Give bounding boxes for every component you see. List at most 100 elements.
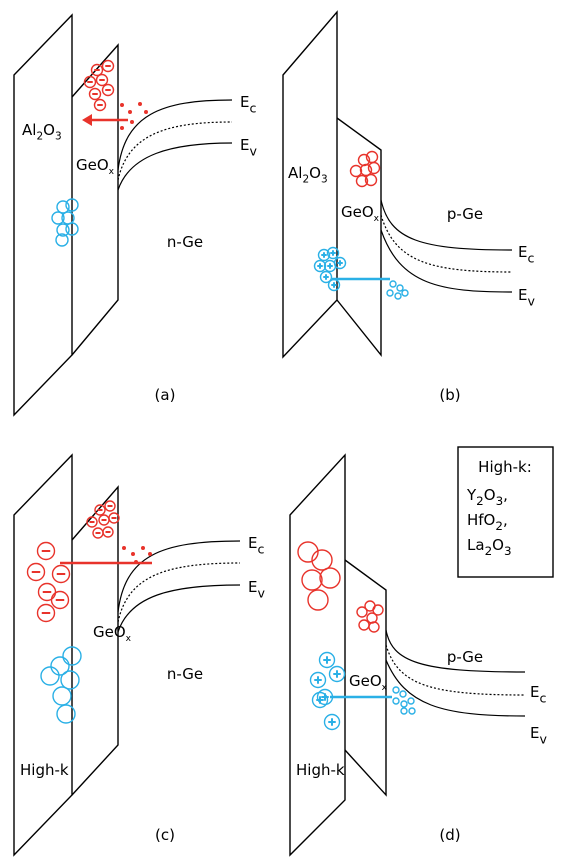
substrate-label: p-Ge xyxy=(447,205,483,223)
valence-label-part: v xyxy=(249,143,257,158)
valence-label: Ev xyxy=(530,724,547,746)
dielectric-label: Al2O3 xyxy=(22,121,62,143)
dielectric-label-part: O xyxy=(43,121,55,139)
valence-label: Ev xyxy=(518,286,535,308)
dielectric-label-part: 2 xyxy=(302,174,309,186)
dielectric-label-part: 3 xyxy=(55,131,62,143)
substrate-label: n-Ge xyxy=(167,233,203,251)
legend-item-part: O xyxy=(492,536,504,554)
valence-label-part: E xyxy=(518,286,527,304)
interlayer-slab xyxy=(72,487,118,795)
charge xyxy=(357,607,367,617)
charge xyxy=(320,568,340,588)
trap-dot xyxy=(120,126,124,130)
fermi-level xyxy=(118,563,240,622)
charge xyxy=(408,698,414,704)
dielectric-label-part: 2 xyxy=(36,131,43,143)
trap-dot xyxy=(138,102,142,106)
interlayer-label-part: GeO xyxy=(349,672,382,690)
legend-item-part: O xyxy=(484,486,496,504)
diagram: Al2O3GeOxEcEvn-Ge(a)Al2O3GeOxEcEvp-Ge(b)… xyxy=(0,0,567,859)
conduction-label: Ec xyxy=(530,683,546,705)
interlayer-label: GeOx xyxy=(93,623,132,644)
charge xyxy=(57,201,69,213)
conduction-label-part: E xyxy=(248,534,257,552)
legend-item-part: , xyxy=(503,511,508,529)
charge xyxy=(402,290,408,296)
dielectric-slab xyxy=(283,12,337,357)
charge xyxy=(401,701,407,707)
trap-dot xyxy=(120,103,124,107)
charge xyxy=(369,622,379,632)
legend-item: HfO2, xyxy=(467,511,508,533)
trap-dot xyxy=(148,552,152,556)
legend-item-part: 2 xyxy=(476,494,484,508)
legend-item-part: 2 xyxy=(495,519,503,533)
valence-label: Ev xyxy=(248,578,265,600)
conduction-label-part: c xyxy=(249,100,256,115)
interlayer-label: GeOx xyxy=(76,156,115,177)
interlayer-label-part: x xyxy=(126,634,132,644)
charge xyxy=(351,166,362,177)
charge xyxy=(369,163,380,174)
panel-label: (b) xyxy=(439,386,460,404)
charge xyxy=(361,165,372,176)
legend-title: High-k: xyxy=(478,458,532,476)
valence-label-part: E xyxy=(240,136,249,154)
charge xyxy=(393,698,399,704)
legend-item-part: , xyxy=(503,486,508,504)
conduction-label-part: E xyxy=(240,93,249,111)
dielectric-label: High-k xyxy=(296,761,345,779)
charge xyxy=(387,290,393,296)
charge xyxy=(308,590,328,610)
interlayer-label-part: GeO xyxy=(341,203,374,221)
charge xyxy=(41,667,59,685)
conduction-label-part: E xyxy=(530,683,539,701)
charge xyxy=(397,285,403,291)
dielectric-label-part: High-k xyxy=(296,761,345,779)
substrate-label: n-Ge xyxy=(167,665,203,683)
interlayer-slab xyxy=(72,45,118,355)
legend-item-part: 2 xyxy=(485,544,493,558)
arrow-head xyxy=(82,114,92,126)
charge xyxy=(61,671,79,689)
conduction-band xyxy=(118,100,232,170)
trap-dot xyxy=(128,110,132,114)
trap-dot xyxy=(131,552,135,556)
conduction-label-part: c xyxy=(539,690,546,705)
charge xyxy=(401,708,407,714)
dielectric-label: Al2O3 xyxy=(288,164,328,186)
legend-item: La2O3 xyxy=(467,536,512,558)
interlayer-label: GeOx xyxy=(341,203,380,224)
conduction-label: Ec xyxy=(518,243,534,265)
panel-label: (c) xyxy=(155,826,175,844)
charge xyxy=(359,620,369,630)
interlayer-label-part: GeO xyxy=(93,623,126,641)
charge xyxy=(400,691,406,697)
interlayer-label-part: x xyxy=(382,683,388,693)
dielectric-label-part: Al xyxy=(22,121,36,139)
legend-item-part: 3 xyxy=(496,494,504,508)
charge xyxy=(395,293,401,299)
panel-label: (a) xyxy=(155,386,176,404)
charge xyxy=(367,613,377,623)
fermi-level xyxy=(118,122,232,180)
trap-dot xyxy=(134,560,138,564)
valence-band xyxy=(381,230,512,292)
valence-band xyxy=(118,585,240,632)
interlayer-label-part: x xyxy=(374,214,380,224)
charge xyxy=(302,570,322,590)
valence-label-part: E xyxy=(530,724,539,742)
conduction-label: Ec xyxy=(248,534,264,556)
conduction-band xyxy=(118,541,240,612)
valence-label-part: v xyxy=(539,731,547,746)
conduction-label: Ec xyxy=(240,93,256,115)
trap-dot xyxy=(141,546,145,550)
interlayer-slab xyxy=(337,118,381,355)
dielectric-label-part: 3 xyxy=(321,174,328,186)
legend-item-part: 3 xyxy=(504,544,512,558)
legend-item-part: La xyxy=(467,536,485,554)
dielectric-label: High-k xyxy=(20,761,69,779)
charge xyxy=(393,687,399,693)
valence-band xyxy=(386,660,525,716)
